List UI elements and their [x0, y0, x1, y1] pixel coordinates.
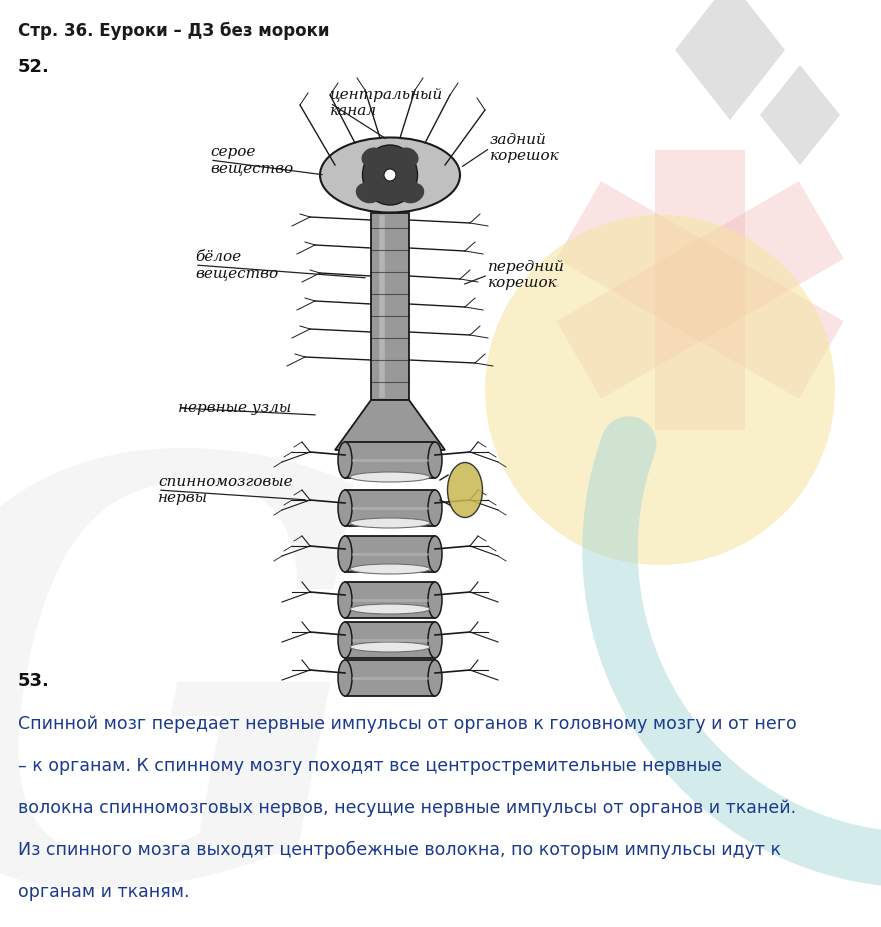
- Text: бёлое
вещество: бёлое вещество: [195, 250, 278, 280]
- Text: 53.: 53.: [18, 672, 50, 690]
- Text: нервные узлы: нервные узлы: [178, 401, 292, 415]
- Bar: [345, 536, 435, 572]
- Ellipse shape: [428, 582, 442, 618]
- Ellipse shape: [350, 518, 430, 528]
- Ellipse shape: [428, 490, 442, 526]
- Text: – к органам. К спинному мозгу походят все центростремительные нервные: – к органам. К спинному мозгу походят вс…: [18, 757, 722, 775]
- Ellipse shape: [400, 183, 425, 203]
- Bar: [371, 213, 409, 400]
- Bar: [345, 622, 435, 658]
- Ellipse shape: [338, 660, 352, 696]
- Bar: [345, 442, 435, 478]
- Ellipse shape: [356, 183, 381, 203]
- Text: Стр. 36. Еуроки – ДЗ без мороки: Стр. 36. Еуроки – ДЗ без мороки: [18, 22, 329, 40]
- Bar: [655, 150, 744, 430]
- Ellipse shape: [428, 622, 442, 658]
- Ellipse shape: [428, 442, 442, 478]
- Ellipse shape: [350, 564, 430, 574]
- Ellipse shape: [428, 536, 442, 572]
- Ellipse shape: [350, 604, 430, 614]
- Ellipse shape: [397, 147, 418, 167]
- Circle shape: [384, 169, 396, 181]
- Ellipse shape: [350, 642, 430, 652]
- Ellipse shape: [428, 660, 442, 696]
- Circle shape: [485, 215, 835, 565]
- Text: G: G: [0, 438, 379, 927]
- Bar: [345, 582, 435, 618]
- Text: волокна спинномозговых нервов, несущие нервные импульсы от органов и тканей.: волокна спинномозговых нервов, несущие н…: [18, 799, 796, 817]
- Polygon shape: [335, 400, 445, 450]
- Bar: [557, 181, 844, 399]
- Polygon shape: [675, 0, 785, 120]
- Text: органам и тканям.: органам и тканям.: [18, 883, 189, 901]
- Ellipse shape: [338, 582, 352, 618]
- Text: спинномозговые
нервы: спинномозговые нервы: [158, 475, 292, 505]
- Ellipse shape: [338, 442, 352, 478]
- Bar: [345, 490, 435, 526]
- Text: Из спинного мозга выходят центробежные волокна, по которым импульсы идут к: Из спинного мозга выходят центробежные в…: [18, 841, 781, 859]
- Ellipse shape: [362, 145, 418, 205]
- Ellipse shape: [338, 622, 352, 658]
- Bar: [345, 660, 435, 696]
- Polygon shape: [760, 65, 840, 165]
- Ellipse shape: [361, 147, 382, 167]
- Ellipse shape: [338, 490, 352, 526]
- Bar: [557, 181, 844, 399]
- Ellipse shape: [448, 463, 483, 517]
- Ellipse shape: [320, 137, 460, 212]
- Text: Спинной мозг передает нервные импульсы от органов к головному мозгу и от него: Спинной мозг передает нервные импульсы о…: [18, 715, 796, 733]
- Ellipse shape: [350, 472, 430, 482]
- Text: передний
корешок: передний корешок: [488, 260, 565, 290]
- Text: центральный
канал: центральный канал: [330, 88, 443, 118]
- Text: 52.: 52.: [18, 58, 50, 76]
- Ellipse shape: [338, 536, 352, 572]
- Text: задний
корешок: задний корешок: [490, 133, 559, 163]
- Text: серое
вещество: серое вещество: [210, 145, 293, 175]
